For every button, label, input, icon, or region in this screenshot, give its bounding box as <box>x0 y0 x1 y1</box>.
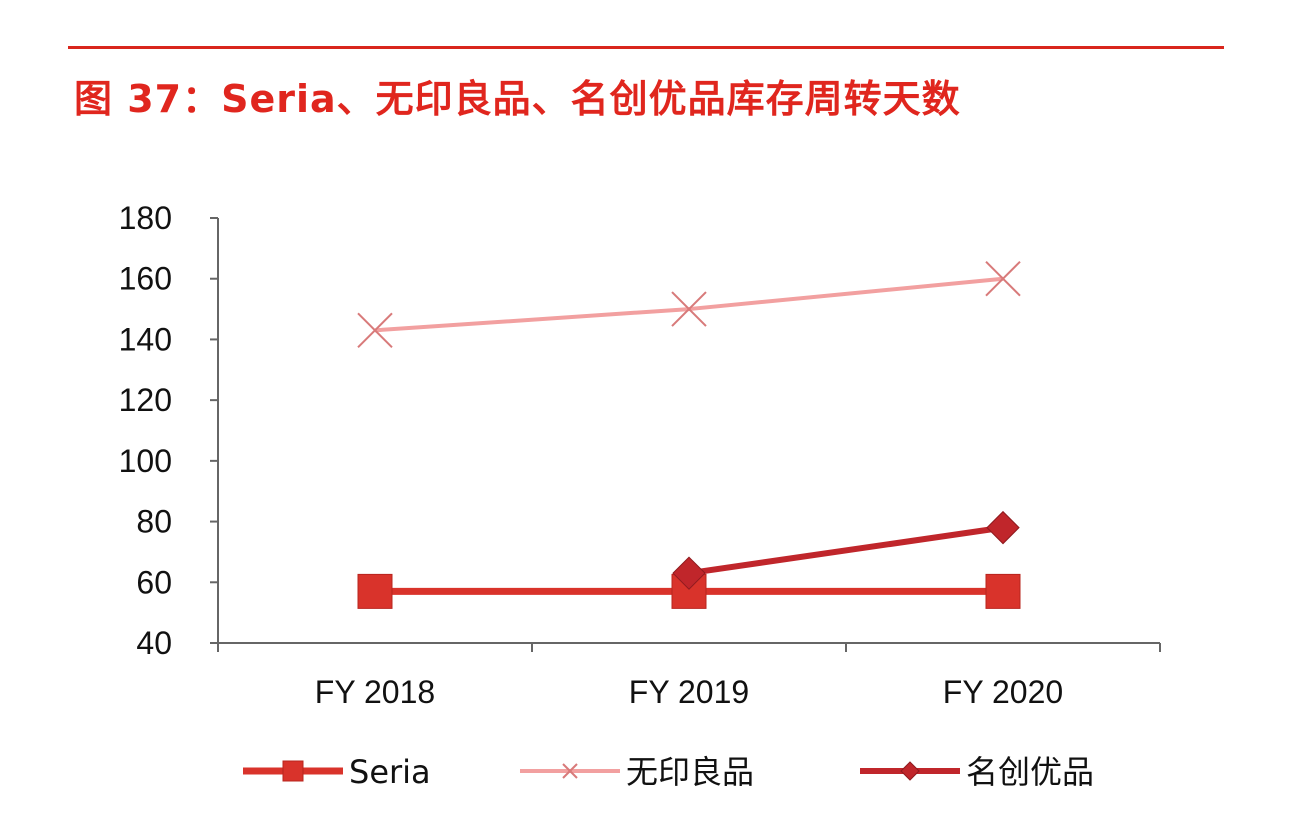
series-0 <box>357 573 1021 609</box>
legend-label: 名创优品 <box>966 753 1094 791</box>
series-2 <box>672 510 1020 590</box>
data-point <box>357 573 393 609</box>
marker-stroke <box>671 291 707 327</box>
chart-series <box>357 261 1021 609</box>
series-line <box>688 524 1004 577</box>
series-line <box>374 276 1004 333</box>
marker-stroke <box>562 763 578 779</box>
x-tick-label: FY 2020 <box>943 674 1063 710</box>
data-point <box>985 261 1021 297</box>
y-tick-label: 120 <box>119 382 172 418</box>
chart-title: 图 37：Seria、无印良品、名创优品库存周转天数 <box>74 77 961 121</box>
legend-item: 无印良品 <box>520 753 754 791</box>
legend-label: Seria <box>349 753 431 791</box>
legend-marker <box>282 760 304 782</box>
data-point <box>672 556 706 590</box>
y-tick-label: 180 <box>119 200 172 236</box>
data-point <box>357 312 393 349</box>
data-point <box>671 291 707 327</box>
y-tick-label: 160 <box>119 261 172 297</box>
y-tick-label: 80 <box>136 504 172 540</box>
chart-legend: Seria 无印良品 名创优品 <box>243 753 1094 791</box>
y-tick-label: 100 <box>119 443 172 479</box>
x-tick-label: FY 2018 <box>315 674 435 710</box>
marker-stroke <box>985 261 1021 297</box>
y-tick-label: 60 <box>136 564 172 600</box>
legend-item: 名创优品 <box>860 753 1094 791</box>
data-point <box>986 510 1020 545</box>
y-tick-label: 40 <box>136 625 172 661</box>
x-tick-label: FY 2019 <box>629 674 749 710</box>
data-point <box>671 573 707 609</box>
y-tick-label: 140 <box>119 321 172 357</box>
chart-axes: 40 60 80 100 120 140 160 180 FY 2018 FY 2019 FY 20… <box>119 200 1161 710</box>
legend-marker <box>900 761 920 781</box>
legend-marker <box>562 763 578 779</box>
series-1 <box>357 261 1021 349</box>
legend-item: Seria <box>243 753 431 791</box>
legend-label: 无印良品 <box>626 753 754 791</box>
data-point <box>985 573 1021 609</box>
title-rule <box>68 46 1224 49</box>
marker-stroke <box>357 312 393 349</box>
